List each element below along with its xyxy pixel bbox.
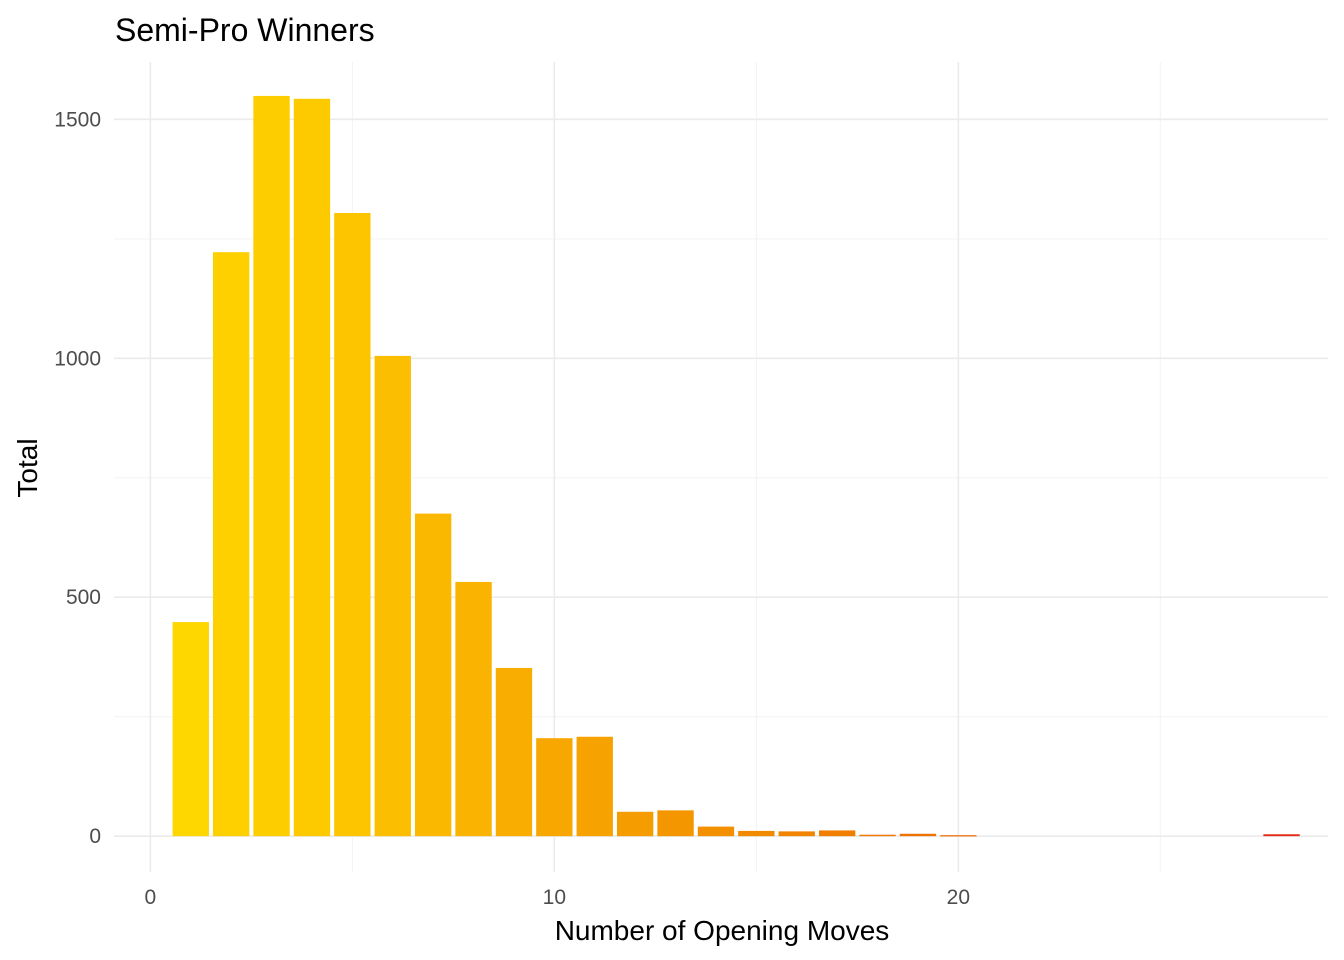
bar-17: [818, 830, 856, 837]
bar-14: [697, 826, 735, 837]
x-tick-label: 10: [543, 886, 566, 909]
bar-12: [616, 811, 654, 837]
bar-8: [455, 581, 492, 837]
bars-layer: [172, 95, 1300, 837]
bar-2: [212, 252, 250, 837]
y-axis-title: Total: [12, 438, 43, 497]
bar-3: [253, 95, 290, 837]
bar-5: [334, 213, 371, 837]
bar-20: [940, 835, 977, 837]
chart-title: Semi-Pro Winners: [115, 12, 375, 48]
x-tick-label: 0: [145, 886, 157, 909]
ticks-layer: 0 500 1000 1500 0 10 20: [54, 108, 970, 909]
bar-7: [414, 513, 452, 837]
x-tick-label: 20: [947, 886, 970, 909]
bar-11: [576, 736, 613, 837]
bar-9: [495, 667, 533, 837]
bar-13: [657, 810, 694, 837]
bar-10: [536, 738, 573, 837]
bar-18: [859, 834, 896, 837]
bar-4: [293, 98, 331, 837]
bar-19: [899, 833, 937, 837]
y-tick-label: 1500: [54, 108, 101, 131]
y-tick-label: 0: [89, 825, 101, 848]
bar-16: [778, 831, 815, 837]
bar-28: [1263, 834, 1300, 837]
x-axis-title: Number of Opening Moves: [555, 915, 890, 946]
y-tick-label: 500: [66, 586, 101, 609]
bar-6: [374, 355, 411, 837]
y-tick-label: 1000: [54, 347, 101, 370]
bar-1: [172, 622, 209, 837]
bar-15: [738, 830, 775, 837]
